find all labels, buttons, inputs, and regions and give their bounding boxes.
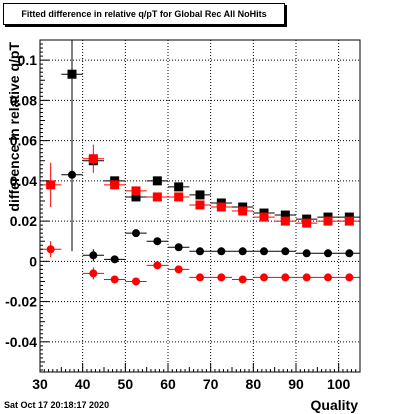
data-point-circle <box>217 273 226 282</box>
data-point-square <box>280 210 290 220</box>
data-point-circle <box>46 245 55 254</box>
data-point-circle <box>174 243 183 252</box>
x-tick-label: 80 <box>246 376 262 392</box>
x-tick-label: 60 <box>160 376 176 392</box>
data-point-square <box>195 200 205 210</box>
data-point-circle <box>217 247 226 256</box>
data-point-circle <box>110 275 119 284</box>
data-point-circle <box>302 249 311 258</box>
timestamp: Sat Oct 17 20:18:17 2020 <box>4 400 110 410</box>
x-tick-label: 50 <box>118 376 134 392</box>
data-point-circle <box>324 273 332 282</box>
data-point-circle <box>238 247 247 256</box>
data-point-circle <box>260 247 268 256</box>
title-box: Fitted difference in relative q/pT for G… <box>3 3 285 25</box>
y-tick-label: 0.04 <box>10 173 37 189</box>
data-point-square <box>280 216 290 226</box>
y-tick-label: -0.04 <box>5 334 37 350</box>
data-point-circle <box>174 265 183 274</box>
y-tick-label: 0.1 <box>18 52 38 68</box>
data-point-circle <box>89 251 98 260</box>
data-point-circle <box>110 255 119 264</box>
y-tick-label: 0.08 <box>10 92 37 108</box>
data-point-square <box>131 186 141 196</box>
y-tick-label: 0.06 <box>10 133 37 149</box>
chart-title: Fitted difference in relative q/pT for G… <box>21 9 267 19</box>
data-point-circle <box>89 269 98 278</box>
y-tick-label: -0.02 <box>5 294 37 310</box>
data-point-circle <box>345 273 354 282</box>
data-point-circle <box>324 249 332 258</box>
x-tick-label: 40 <box>75 376 91 392</box>
data-point-circle <box>281 247 290 256</box>
x-tick-label: 100 <box>327 376 351 392</box>
x-tick-label: 30 <box>32 376 48 392</box>
data-point-circle <box>281 273 290 282</box>
x-tick-label: 70 <box>203 376 219 392</box>
y-axis-label: difference in relative q/pT <box>6 42 22 212</box>
x-tick-label: 90 <box>288 376 304 392</box>
data-point-square <box>46 180 56 190</box>
data-point-square <box>302 218 312 228</box>
data-point-circle <box>302 273 311 282</box>
data-point-square <box>152 192 162 202</box>
data-point-square <box>195 190 205 200</box>
y-tick-label: 0 <box>29 253 37 269</box>
data-point-square <box>238 206 248 216</box>
x-axis-label: Quality <box>311 397 359 413</box>
data-point-circle <box>196 273 204 282</box>
data-point-square <box>152 176 162 186</box>
plot-frame <box>39 39 361 373</box>
data-point-circle <box>68 170 76 179</box>
y-tick-label: 0.02 <box>10 213 37 229</box>
data-point-circle <box>153 261 162 270</box>
data-point-circle <box>132 229 140 238</box>
data-point-square <box>88 154 98 164</box>
data-point-square <box>174 182 184 192</box>
data-point-circle <box>238 275 247 284</box>
data-point-square <box>131 192 141 202</box>
data-point-square <box>216 202 226 212</box>
data-point-circle <box>132 277 140 286</box>
data-point-circle <box>153 237 162 246</box>
data-point-square <box>67 69 77 79</box>
data-point-circle <box>260 273 268 282</box>
data-point-circle <box>345 249 354 258</box>
data-point-square <box>174 192 184 202</box>
data-point-circle <box>196 247 204 256</box>
data-point-square <box>323 216 333 226</box>
data-point-square <box>344 216 354 226</box>
data-point-square <box>259 212 269 222</box>
data-point-square <box>110 180 120 190</box>
